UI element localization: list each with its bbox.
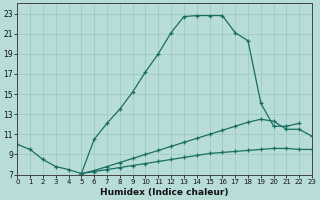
X-axis label: Humidex (Indice chaleur): Humidex (Indice chaleur) <box>100 188 229 197</box>
